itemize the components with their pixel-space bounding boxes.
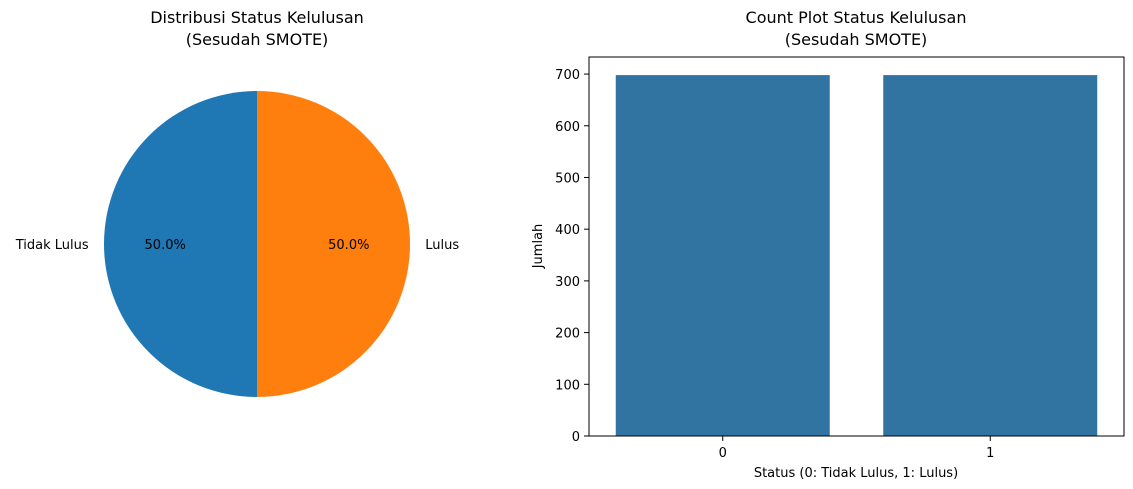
x-tick-label: 1 [986,446,994,461]
bar-chart-panel: Count Plot Status Kelulusan (Sesudah SMO… [531,8,1125,481]
pie-slice [257,91,410,397]
pie-slice-label: Tidak Lulus [15,238,89,253]
y-tick-label: 600 [555,120,580,135]
y-tick-label: 300 [555,275,580,290]
pie-slice [104,91,257,397]
y-tick-label: 200 [555,327,580,342]
pie-title-line2: (Sesudah SMOTE) [186,30,329,49]
pie-pct-label: 50.0% [328,238,369,253]
bar-title-line1: Count Plot Status Kelulusan [746,8,967,27]
pie-pct-label: 50.0% [145,238,186,253]
bar-title-line2: (Sesudah SMOTE) [785,30,928,49]
bar [883,75,1098,436]
y-tick-label: 700 [555,68,580,83]
pie-slices: Tidak Lulus 50.0% Lulus 50.0% [15,91,459,397]
y-tick-label: 0 [572,430,580,445]
pie-title-line1: Distribusi Status Kelulusan [150,8,364,27]
axes-frame [588,56,1125,437]
y-tick-label: 400 [555,223,580,238]
x-tick-label: 0 [719,446,727,461]
y-tick-label: 500 [555,171,580,186]
y-tick-label: 100 [555,378,580,393]
pie-slice-label: Lulus [425,238,459,253]
x-axis-label: Status (0: Tidak Lulus, 1: Lulus) [754,466,958,481]
bar-plot-area: 0 1 0 100 200 300 400 500 600 700 [555,56,1125,461]
bar [615,75,830,436]
y-axis-label: Jumlah [531,224,546,270]
pie-chart-panel: Distribusi Status Kelulusan (Sesudah SMO… [15,8,459,397]
